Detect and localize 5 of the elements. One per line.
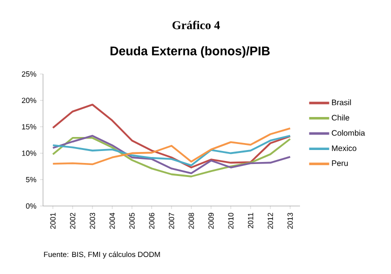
chart-title: Gráfico 4 xyxy=(172,20,220,30)
chart-subtitle: Deuda Externa (bonos)/PIB xyxy=(110,46,270,58)
line-series xyxy=(52,127,292,166)
line-series xyxy=(52,134,292,166)
line-series xyxy=(52,104,292,168)
